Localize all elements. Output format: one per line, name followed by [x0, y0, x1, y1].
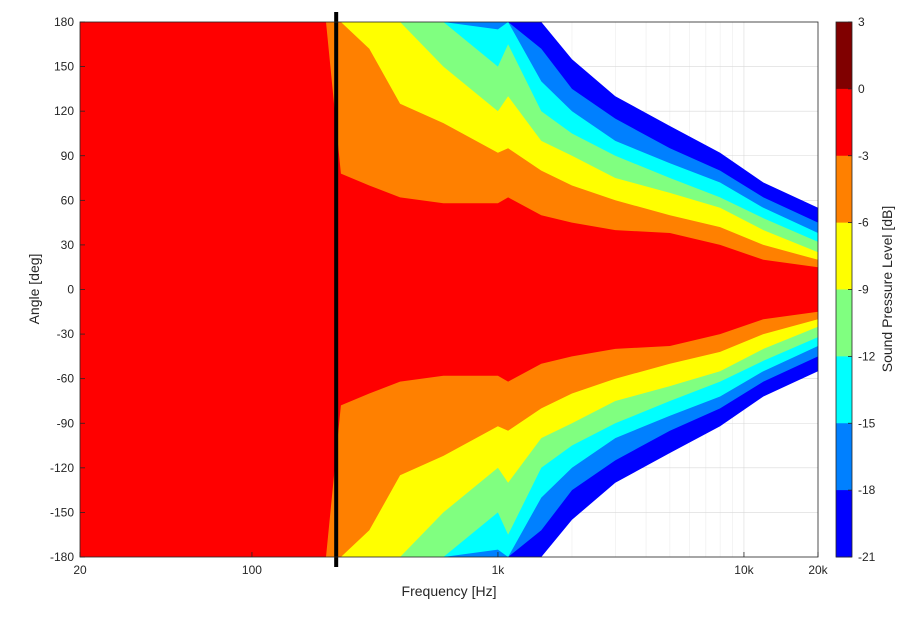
colorbar: 3 0 -3 -6 -9 -12 -15 -18 -21	[835, 15, 876, 564]
contour-band-minus-3	[80, 22, 818, 557]
y-tick-label: 180	[54, 15, 74, 29]
colorbar-tick-label: 3	[858, 15, 865, 29]
y-tick-label: 0	[67, 283, 74, 297]
y-tick-label: 90	[61, 149, 75, 163]
y-tick-label: -150	[50, 505, 74, 519]
colorbar-tick-label: -9	[858, 283, 869, 297]
y-tick-label: -60	[57, 372, 75, 386]
x-axis-label: Frequency [Hz]	[402, 583, 497, 599]
colorbar-segment	[836, 289, 852, 357]
y-axis-label: Angle [deg]	[26, 254, 42, 325]
colorbar-tick-label: 0	[858, 82, 865, 96]
colorbar-segment	[836, 222, 852, 290]
y-tick-label: -120	[50, 461, 74, 475]
colorbar-tick-label: -21	[858, 550, 876, 564]
colorbar-segment	[836, 22, 852, 90]
colorbar-tick-label: -6	[858, 216, 869, 230]
colorbar-tick-label: -18	[858, 483, 876, 497]
colorbar-segment	[836, 88, 852, 157]
x-axis-ticks: 20 100 1k 10k 20k	[73, 552, 829, 577]
colorbar-tick-label: -15	[858, 416, 876, 430]
colorbar-segment	[836, 490, 852, 558]
colorbar-segment	[836, 423, 852, 491]
y-tick-label: -180	[50, 550, 74, 564]
colorbar-label: Sound Pressure Level [dB]	[879, 206, 895, 373]
colorbar-tick-label: -12	[858, 349, 876, 363]
y-tick-label: 150	[54, 60, 74, 74]
x-tick-label: 10k	[734, 563, 754, 577]
x-tick-label: 1k	[492, 563, 506, 577]
y-tick-label: -30	[57, 327, 75, 341]
x-tick-label: 20k	[808, 563, 828, 577]
colorbar-tick-label: -3	[858, 149, 869, 163]
x-tick-label: 100	[242, 563, 262, 577]
y-tick-label: 30	[61, 238, 75, 252]
colorbar-segment	[836, 155, 852, 224]
contour-bands	[80, 22, 818, 557]
y-axis-ticks: 180 150 120 90 60 30 0 -30 -60 -90 -120 -150 -180	[50, 15, 85, 564]
y-tick-label: 120	[54, 104, 74, 118]
y-tick-label: -90	[57, 416, 75, 430]
x-tick-label: 20	[73, 563, 87, 577]
y-tick-label: 60	[61, 193, 75, 207]
colorbar-segment	[836, 356, 852, 424]
